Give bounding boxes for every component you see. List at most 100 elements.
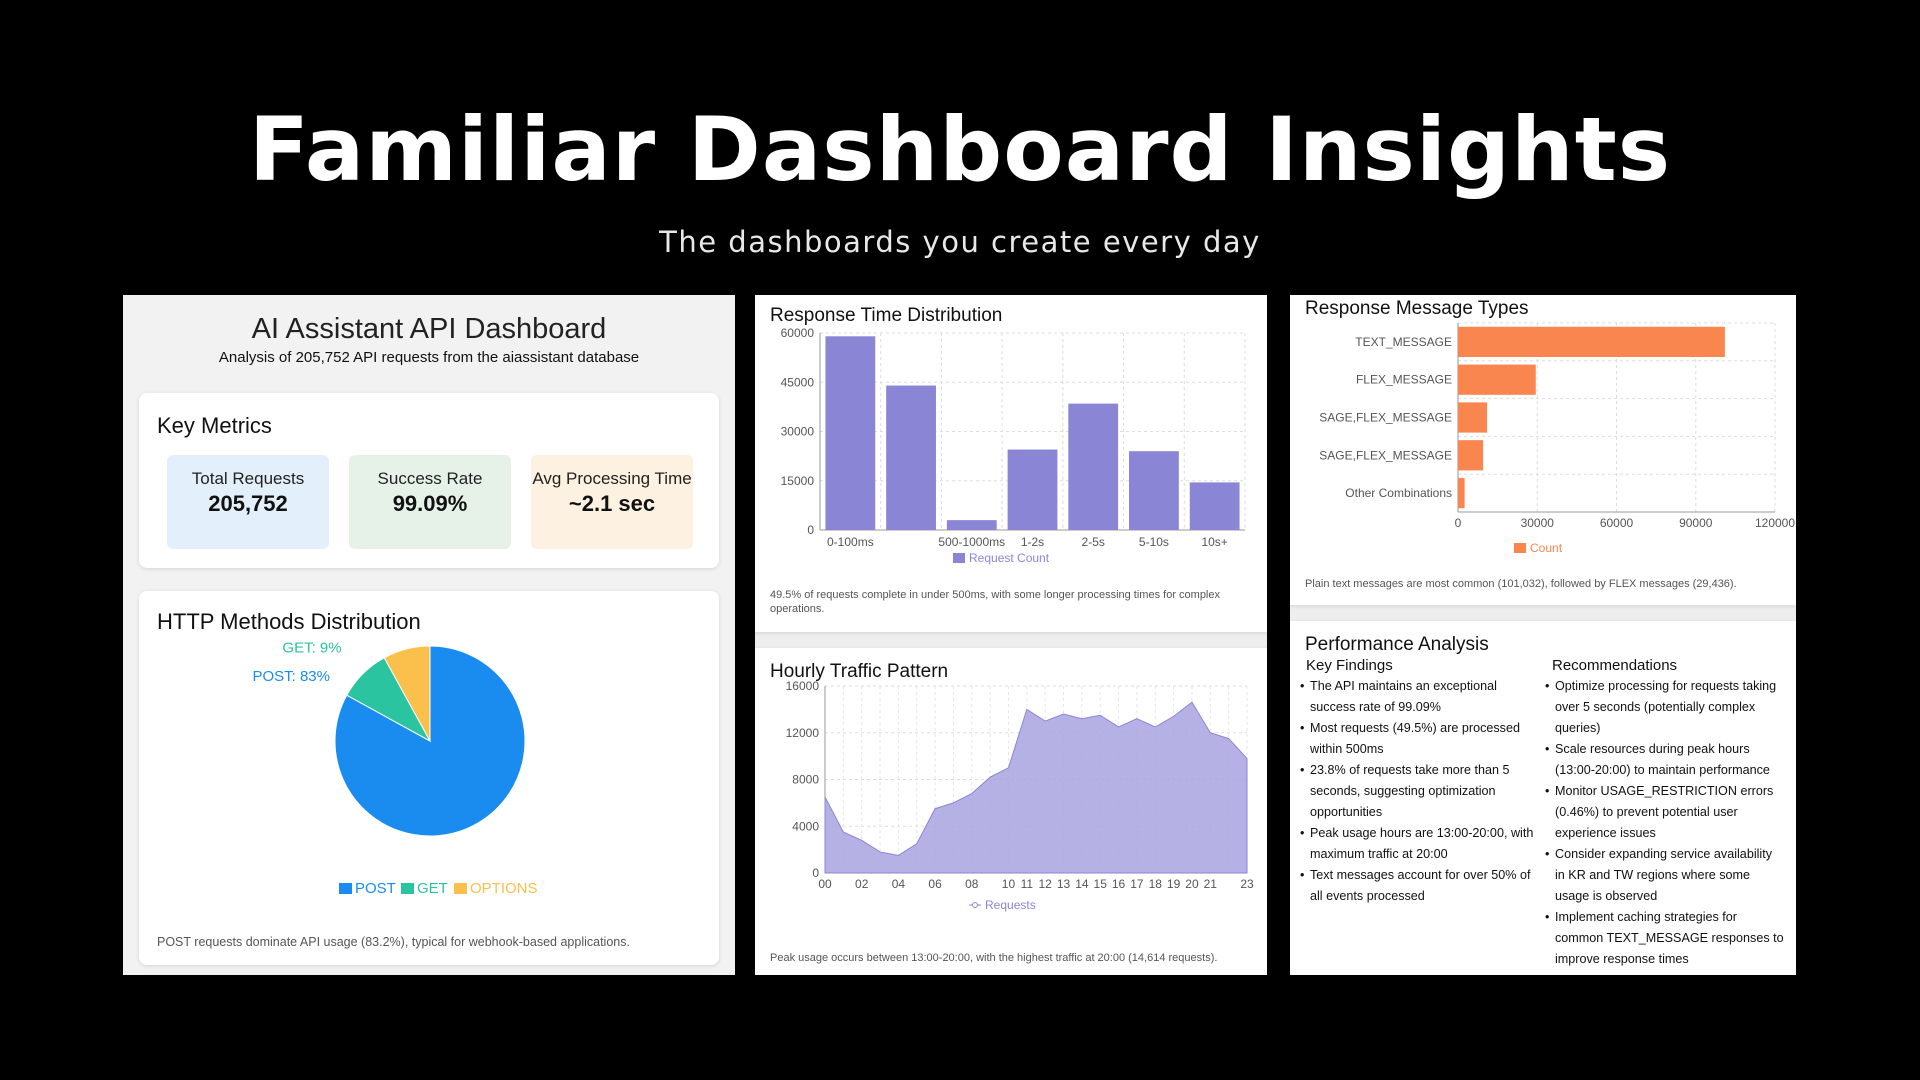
key-metrics-heading: Key Metrics bbox=[157, 413, 272, 438]
http-methods-card: HTTP Methods Distribution POST: 83% GET: … bbox=[139, 591, 719, 965]
legend-swatch bbox=[1514, 543, 1526, 553]
bar bbox=[1458, 477, 1465, 509]
response-time-note: 49.5% of requests complete in under 500m… bbox=[770, 589, 1220, 615]
metric-success-rate: Success Rate 99.09% bbox=[349, 455, 511, 549]
legend-swatch bbox=[339, 883, 352, 894]
bar bbox=[1458, 326, 1725, 358]
metric-value: 99.09% bbox=[392, 491, 468, 516]
finding-item: Peak usage hours are 13:00-20:00, with m… bbox=[1300, 823, 1535, 865]
x-tick-label: 16 bbox=[1112, 877, 1126, 891]
slide-subtitle: The dashboards you create every day bbox=[659, 225, 1261, 259]
message-types-card: Response Message Types 0 30000 60000 90000 1… bbox=[1290, 295, 1796, 605]
hourly-traffic-area-chart: 0 4000 8000 12000 16000 00 02 04 06 08 10 11 12 13 14 1… bbox=[786, 679, 1254, 912]
hourly-traffic-title: Hourly Traffic Pattern bbox=[770, 661, 949, 682]
hourly-traffic-note: Peak usage occurs between 13:00-20:00, w… bbox=[770, 952, 1218, 964]
bar bbox=[1458, 364, 1536, 395]
y-tick-label: 12000 bbox=[786, 726, 820, 740]
x-tick-label: 15 bbox=[1094, 877, 1108, 891]
x-tick-label: 08 bbox=[965, 877, 979, 891]
legend-label: Request Count bbox=[969, 551, 1050, 565]
pie-data-label: GET: 9% bbox=[282, 640, 341, 657]
x-tick-label: 14 bbox=[1075, 877, 1089, 891]
legend-label: OPTIONS bbox=[470, 880, 538, 897]
legend-label: Requests bbox=[985, 898, 1036, 912]
bar bbox=[886, 385, 936, 530]
bar bbox=[825, 336, 876, 530]
response-time-card: Response Time Distribution 0 15000 30000 45… bbox=[755, 295, 1267, 632]
y-tick-label: 0 bbox=[812, 866, 819, 880]
middle-panel: Response Time Distribution 0 15000 30000 45… bbox=[755, 295, 1267, 975]
message-types-title: Response Message Types bbox=[1305, 298, 1529, 319]
x-tick-label: 120000 bbox=[1755, 516, 1795, 530]
metric-label: Total Requests bbox=[191, 469, 305, 488]
bar bbox=[1068, 403, 1119, 530]
api-dashboard-panel: AI Assistant API Dashboard Analysis of 2… bbox=[123, 295, 735, 975]
key-findings-heading: Key Findings bbox=[1306, 657, 1393, 674]
x-tick-label: 20 bbox=[1185, 877, 1199, 891]
y-tick-label: Other Combinations bbox=[1345, 486, 1452, 500]
y-tick-label: 0 bbox=[807, 523, 814, 537]
x-tick-label: 30000 bbox=[1521, 516, 1555, 530]
x-tick-label: 23 bbox=[1240, 877, 1254, 891]
metric-value: ~2.1 sec bbox=[568, 491, 656, 516]
recommendation-item: Scale resources during peak hours (13:00… bbox=[1545, 739, 1785, 781]
http-methods-heading: HTTP Methods Distribution bbox=[157, 609, 421, 634]
metric-label: Success Rate bbox=[377, 469, 483, 488]
x-tick-label: 0-100ms bbox=[827, 535, 874, 549]
y-tick-label: 16000 bbox=[786, 679, 820, 693]
message-types-note: Plain text messages are most common (101… bbox=[1305, 578, 1737, 590]
pie-data-label: POST: 83% bbox=[252, 668, 330, 685]
recommendation-item: Consider expanding service availability … bbox=[1545, 844, 1785, 907]
x-tick-label: 17 bbox=[1130, 877, 1144, 891]
key-metrics-card: Key Metrics Total Requests 205,752 Succe… bbox=[139, 393, 719, 568]
recommendations-list: Optimize processing for requests taking … bbox=[1545, 676, 1785, 970]
x-tick-label: 12 bbox=[1038, 877, 1052, 891]
y-tick-label: SAGE,FLEX_MESSAGE bbox=[1319, 411, 1452, 425]
legend-marker bbox=[972, 902, 978, 908]
legend-swatch bbox=[401, 883, 414, 894]
bar bbox=[946, 520, 997, 530]
y-tick-label: 15000 bbox=[781, 474, 815, 488]
y-tick-label: 60000 bbox=[781, 326, 815, 340]
finding-item: 23.8% of requests take more than 5 secon… bbox=[1300, 760, 1535, 823]
message-types-bar-chart: 0 30000 60000 90000 120000 TEXT_MESSAGE FLEX_M… bbox=[1319, 322, 1795, 555]
slide-title: Familiar Dashboard Insights bbox=[248, 98, 1672, 201]
recommendations-heading: Recommendations bbox=[1552, 657, 1678, 674]
response-time-bar-chart: 0 15000 30000 45000 60000 0-100ms 500-1000ms 1-… bbox=[781, 326, 1246, 565]
finding-item: The API maintains an exceptional success… bbox=[1300, 676, 1535, 718]
legend-label: GET bbox=[417, 880, 448, 897]
dashboard-subtitle: Analysis of 205,752 API requests from th… bbox=[218, 349, 640, 366]
finding-item: Most requests (49.5%) are processed with… bbox=[1300, 718, 1535, 760]
x-tick-label: 02 bbox=[855, 877, 869, 891]
key-findings-list: The API maintains an exceptional success… bbox=[1300, 676, 1535, 907]
x-tick-label: 90000 bbox=[1679, 516, 1713, 530]
pie-slice-options bbox=[383, 645, 431, 742]
recommendation-item: Optimize processing for requests taking … bbox=[1545, 676, 1785, 739]
metric-value: 205,752 bbox=[208, 491, 288, 516]
legend-swatch bbox=[953, 553, 965, 563]
recommendation-item: Implement caching strategies for common … bbox=[1545, 907, 1785, 970]
x-tick-label: 13 bbox=[1057, 877, 1071, 891]
right-panel: Response Message Types 0 30000 60000 90000 1… bbox=[1290, 295, 1796, 975]
metric-total-requests: Total Requests 205,752 bbox=[167, 455, 329, 549]
y-tick-label: TEXT_MESSAGE bbox=[1355, 335, 1452, 349]
y-tick-label: FLEX_MESSAGE bbox=[1356, 373, 1452, 387]
metric-avg-processing-time: Avg Processing Time ~2.1 sec bbox=[531, 455, 693, 549]
x-tick-label: 19 bbox=[1167, 877, 1181, 891]
y-tick-label: 4000 bbox=[792, 819, 819, 833]
bar bbox=[1189, 482, 1240, 530]
x-tick-label: 04 bbox=[892, 877, 906, 891]
y-tick-label: 30000 bbox=[781, 425, 815, 439]
y-tick-label: 45000 bbox=[781, 375, 815, 389]
http-methods-pie-chart: POST: 83%GET: 9%OPTIONS: 8%POSTGETOPTION… bbox=[252, 640, 538, 897]
bar bbox=[1458, 402, 1488, 433]
x-tick-label: 60000 bbox=[1600, 516, 1634, 530]
performance-analysis-card: Performance Analysis Key Findings The AP… bbox=[1290, 621, 1796, 975]
x-tick-label: 18 bbox=[1149, 877, 1163, 891]
x-tick-label: 21 bbox=[1204, 877, 1218, 891]
hourly-traffic-card: Hourly Traffic Pattern 0 4000 8000 12000 160… bbox=[755, 648, 1267, 975]
bar bbox=[1458, 440, 1484, 471]
legend-label: POST bbox=[355, 880, 396, 897]
x-tick-label: 0 bbox=[1455, 516, 1462, 530]
legend-swatch bbox=[454, 883, 467, 894]
